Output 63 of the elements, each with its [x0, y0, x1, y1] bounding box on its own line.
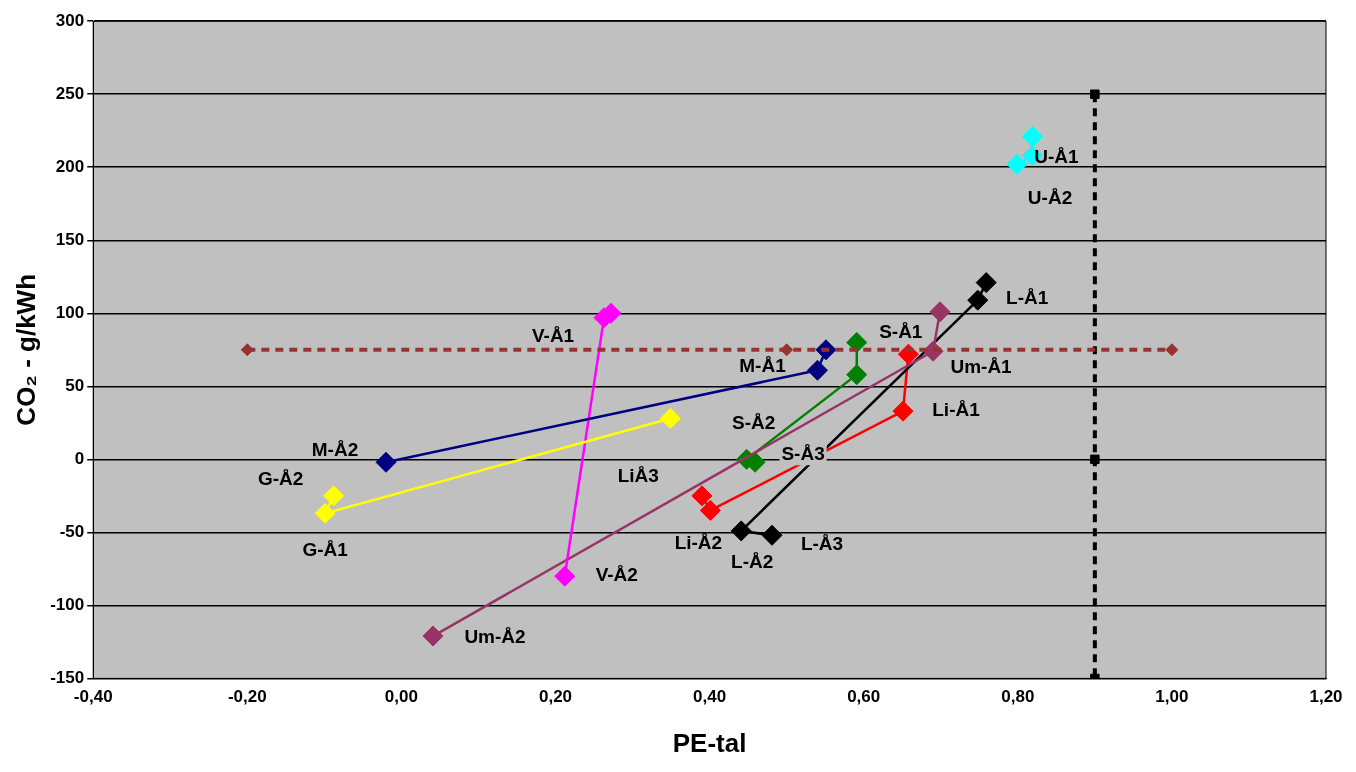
y-tick-label: 300 — [55, 10, 85, 30]
x-axis-title: PE-tal — [672, 727, 747, 758]
annotation: Um-Å2 — [464, 626, 526, 648]
point — [730, 520, 752, 542]
point — [323, 485, 345, 507]
annotation: S-Å3 — [781, 443, 825, 465]
point — [1090, 454, 1100, 465]
annotation: L-Å3 — [800, 532, 844, 554]
point — [892, 400, 914, 422]
point — [929, 301, 951, 323]
annotation: M-Å1 — [739, 355, 787, 377]
point — [691, 485, 713, 507]
y-tick-label: 100 — [55, 302, 85, 322]
point — [975, 272, 997, 294]
point — [806, 359, 828, 381]
point — [422, 625, 444, 647]
y-tick-label: -100 — [50, 595, 85, 615]
point — [1006, 153, 1028, 175]
annotation: S-Å1 — [879, 320, 923, 342]
x-tick-label: 0,40 — [693, 687, 727, 707]
point — [846, 364, 868, 386]
point — [1021, 126, 1043, 148]
point — [375, 451, 397, 473]
point — [967, 289, 989, 311]
x-tick-label: -0,20 — [227, 687, 267, 707]
annotation: G-Å2 — [257, 468, 304, 490]
point — [659, 407, 681, 429]
point — [554, 565, 576, 587]
y-tick-label: 250 — [55, 83, 85, 103]
x-tick-label: 1,00 — [1155, 687, 1189, 707]
x-tick-label: 0,60 — [847, 687, 881, 707]
annotation: LiÅ3 — [617, 464, 659, 486]
annotation: M-Å2 — [311, 439, 359, 461]
y-tick-label: -150 — [50, 668, 85, 688]
point — [240, 343, 254, 357]
annotation: Um-Å1 — [950, 356, 1013, 378]
y-tick-label: 50 — [65, 376, 85, 395]
x-tick-label: 0,20 — [538, 687, 573, 707]
point — [1165, 343, 1179, 357]
y-tick-label: 150 — [55, 229, 85, 249]
y-tick-label: 200 — [55, 156, 85, 176]
annotation: G-Å1 — [302, 538, 349, 560]
y-tick-label: 0 — [74, 449, 85, 469]
x-tick-label: 0,00 — [384, 687, 418, 707]
point — [1090, 89, 1100, 99]
point — [846, 332, 868, 353]
annotation: L-Å2 — [731, 551, 774, 573]
annotation: U-Å2 — [1027, 186, 1073, 208]
point — [780, 343, 794, 357]
annotation: V-Å2 — [595, 564, 638, 586]
x-tick-label: 1,20 — [1309, 687, 1343, 707]
annotation: V-Å1 — [531, 324, 575, 346]
point — [699, 499, 721, 521]
y-tick-label: -50 — [59, 522, 85, 542]
point — [761, 524, 783, 546]
y-axis-title: CO₂ - g/kWh — [10, 273, 41, 426]
annotation: L-Å1 — [1006, 286, 1049, 308]
x-tick-label: 0,80 — [1001, 687, 1035, 707]
annotation: Li-Å2 — [674, 531, 723, 553]
point — [314, 502, 336, 524]
x-tick-label: -0,40 — [73, 687, 113, 707]
annotation: Li-Å1 — [932, 399, 981, 421]
annotation: S-Å2 — [731, 411, 776, 433]
